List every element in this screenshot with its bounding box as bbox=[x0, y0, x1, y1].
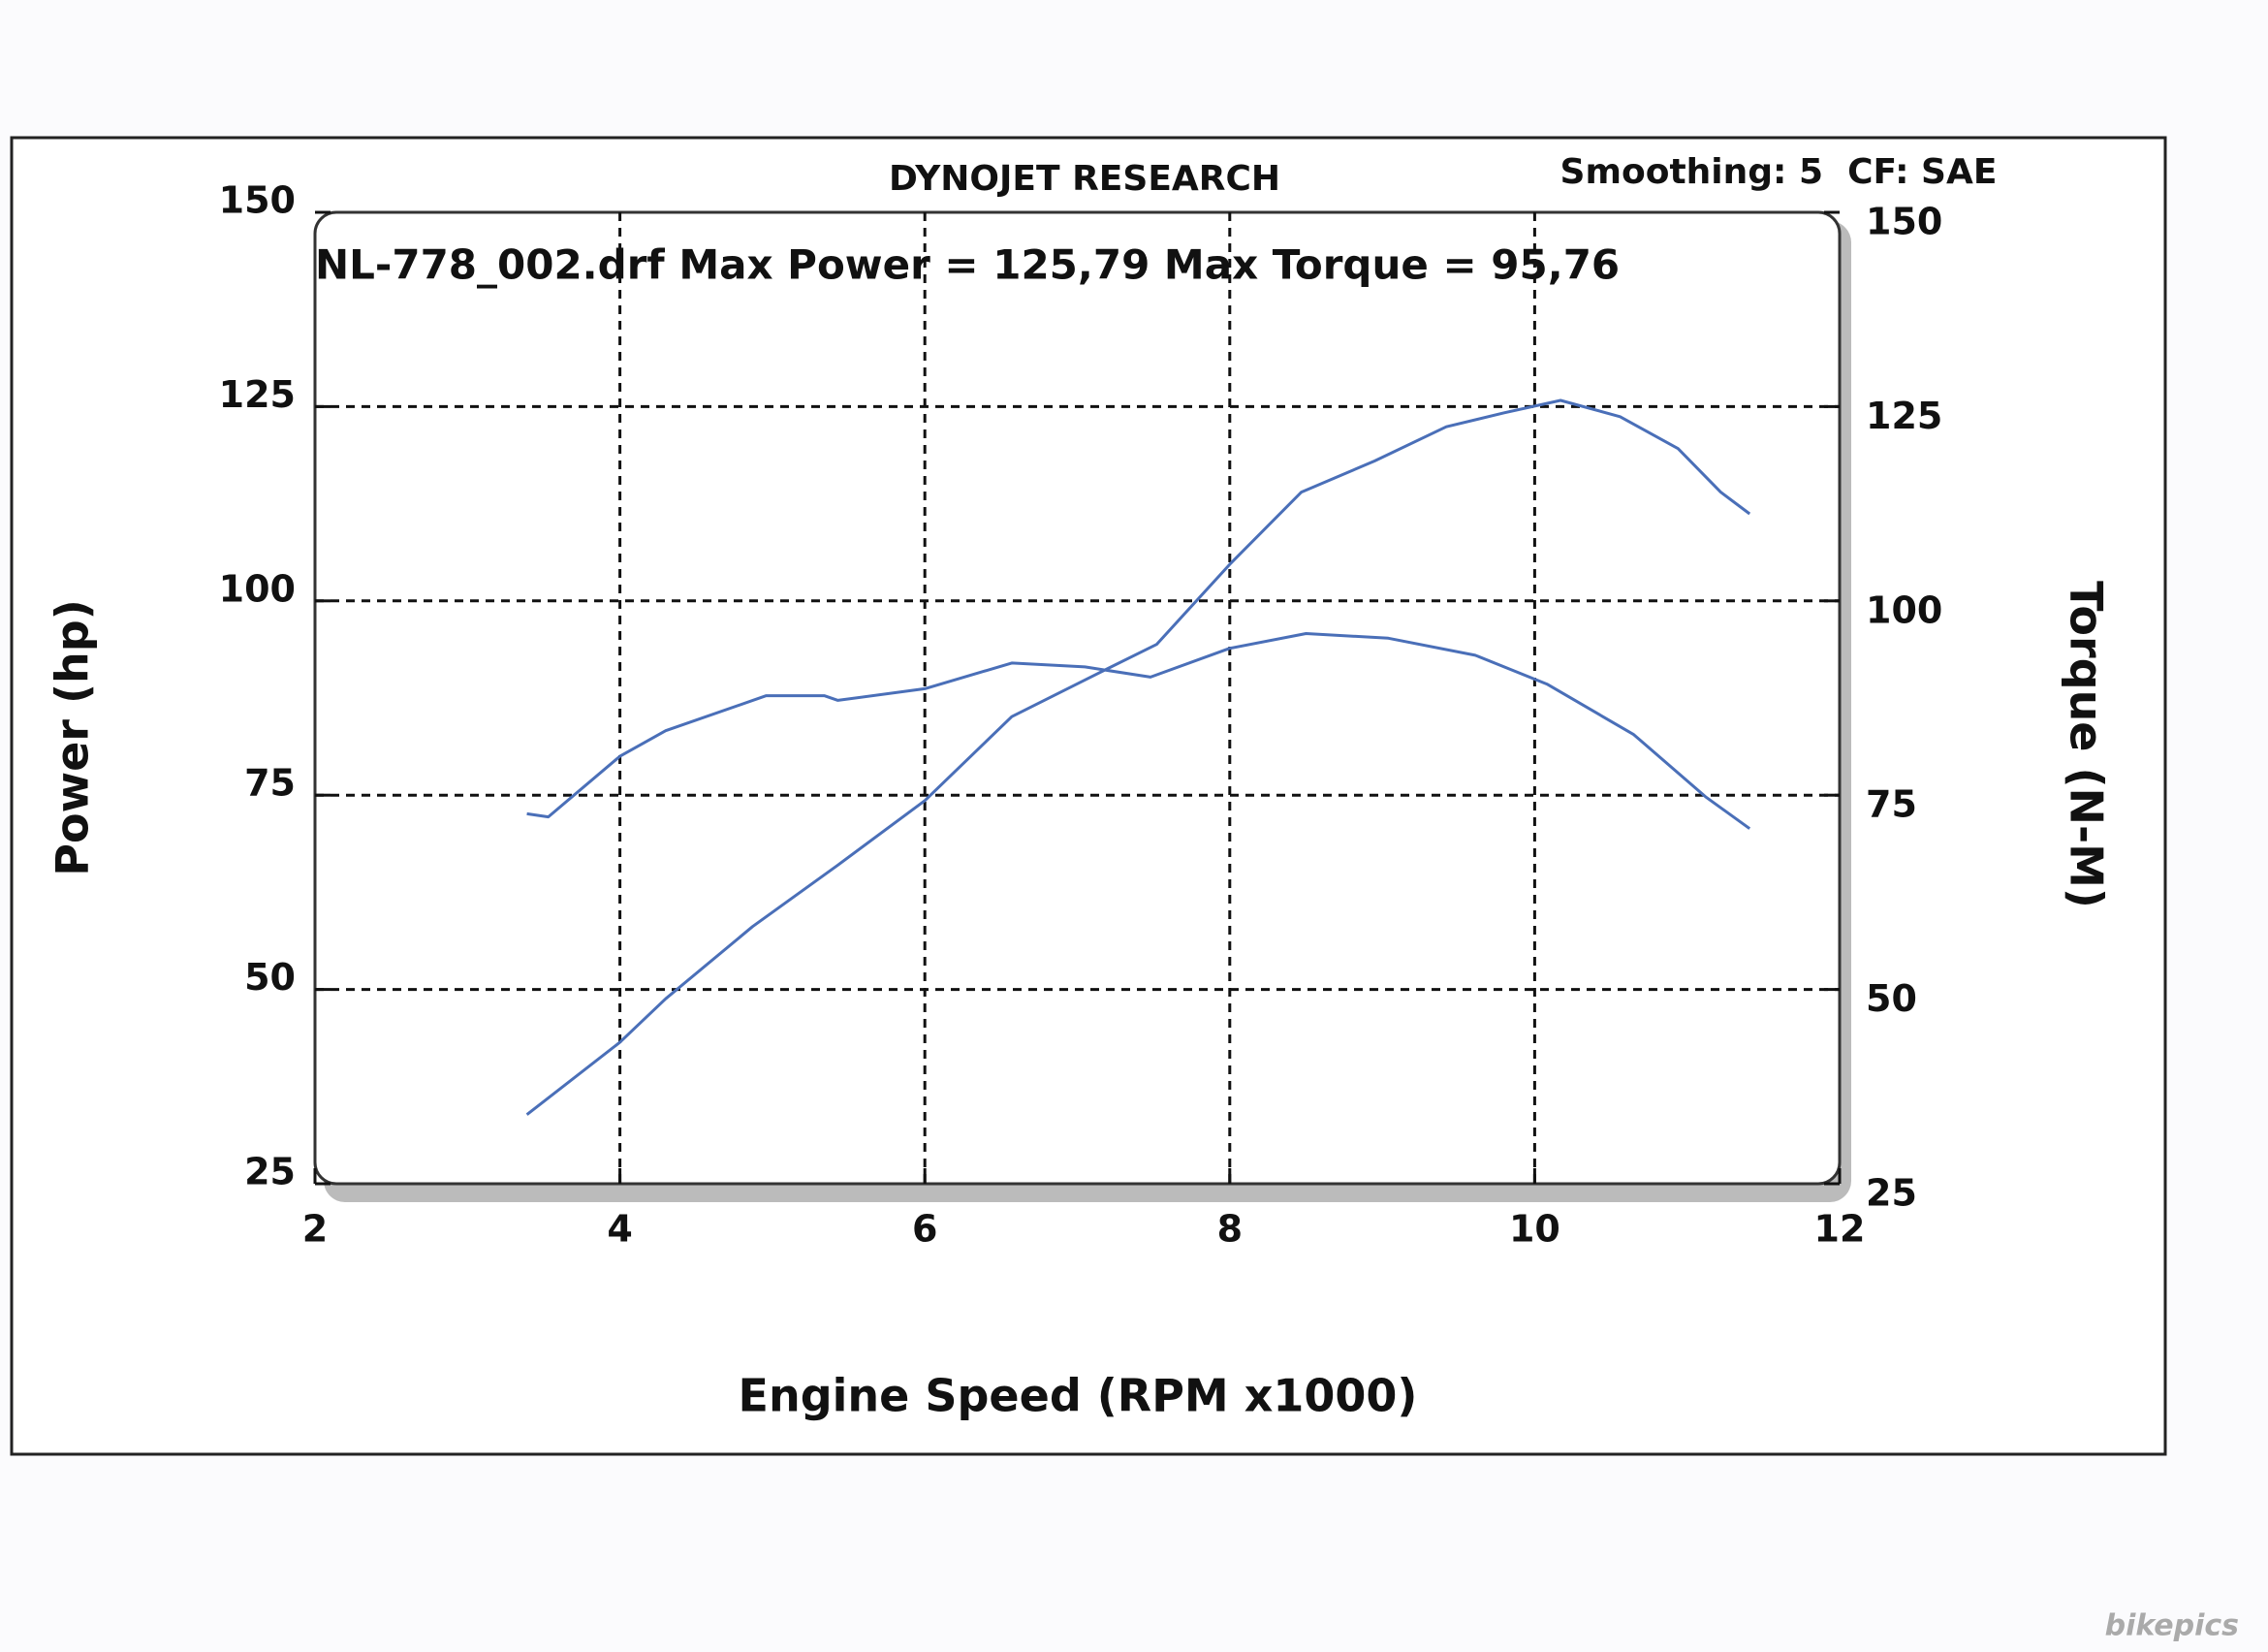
x-tick-label: 12 bbox=[1814, 1208, 1866, 1251]
x-tick-label: 2 bbox=[302, 1208, 328, 1251]
y-tick-label: 125 bbox=[219, 373, 296, 416]
annotation: NL-778_002.drf Max Power = 125,79 Max To… bbox=[315, 241, 1620, 289]
subtitle: Smoothing: 5 CF: SAE bbox=[1560, 152, 1998, 192]
plot: 25 50 75 100 125 150 25 50 75 100 125 150 2 4 6 8 10 12 bbox=[219, 179, 1943, 1251]
y-tick-label: 50 bbox=[244, 956, 296, 999]
y2-tick-label: 125 bbox=[1866, 395, 1942, 437]
y2-axis-label: Torque (N-M) bbox=[2061, 581, 2113, 908]
y-tick-label: 25 bbox=[244, 1151, 296, 1193]
y2-tick-label: 100 bbox=[1866, 588, 1942, 631]
series-line bbox=[525, 398, 1751, 1116]
y-axis-label: Power (hp) bbox=[47, 599, 99, 875]
y2-tick-label: 150 bbox=[1866, 201, 1942, 243]
y-tick-label: 75 bbox=[244, 762, 296, 805]
y2-tick-label: 25 bbox=[1866, 1172, 1917, 1215]
x-tick-label: 6 bbox=[912, 1208, 937, 1251]
x-tick-label: 10 bbox=[1509, 1208, 1560, 1251]
x-axis-label: Engine Speed (RPM x1000) bbox=[739, 1370, 1418, 1422]
y-tick-label: 150 bbox=[219, 179, 296, 222]
y2-tick-label: 50 bbox=[1866, 977, 1917, 1020]
series-line bbox=[526, 632, 1751, 830]
chart-title: DYNOJET RESEARCH bbox=[889, 159, 1280, 199]
x-tick-label: 4 bbox=[607, 1208, 632, 1251]
x-tick-label: 8 bbox=[1217, 1208, 1243, 1251]
y2-tick-label: 75 bbox=[1866, 783, 1917, 826]
y-tick-label: 100 bbox=[219, 567, 296, 610]
plot-area bbox=[313, 210, 1842, 1186]
watermark: bikepics bbox=[2105, 1609, 2239, 1643]
